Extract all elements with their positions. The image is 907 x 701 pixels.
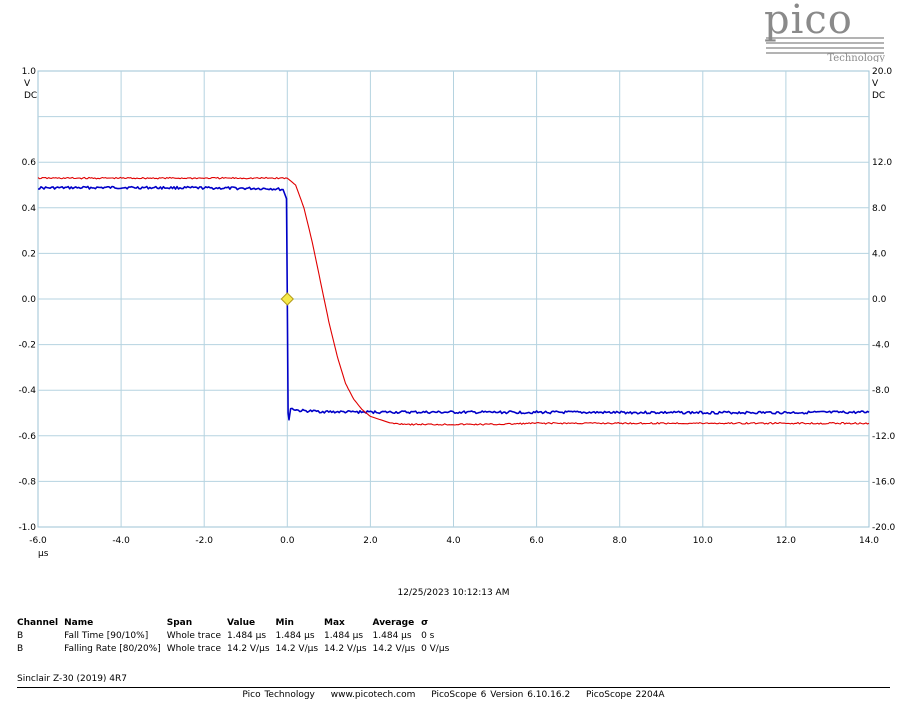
right-axis-tick-label: -20.0: [872, 523, 896, 533]
logo-word: pico: [764, 2, 853, 43]
measurements-cell: Whole trace: [166, 630, 221, 641]
measurements-cell: 14.2 V/µs: [275, 643, 319, 654]
chart-grid: [37, 70, 870, 528]
footer-device: PicoScope 2204A: [586, 690, 665, 700]
measurements-row: B Falling Rate [80/20%] Whole trace 14.2 V/…: [17, 642, 455, 655]
left-axis-tick-label: 0.4: [22, 204, 37, 214]
measurements-header-cell: Value: [227, 617, 256, 628]
logo-stripes-icon: [766, 37, 884, 54]
measurements-row: B Fall Time [90/10%] Whole trace 1.484 µs 1.…: [17, 629, 455, 642]
measurements-header-cell: Average: [372, 617, 415, 628]
left-axis-tick-label: 1.0: [22, 67, 37, 77]
measurements-cell: 0 s: [421, 630, 435, 641]
device-caption: Sinclair Z-30 (2019) 4R7: [17, 674, 128, 684]
measurements-cell: Fall Time [90/10%]: [64, 630, 149, 641]
pico-logo: pico Technology: [764, 2, 885, 62]
right-axis-tick-label: 0.0: [872, 295, 887, 305]
measurements-cell: 1.484 µs: [324, 630, 364, 641]
trace-channel-A: [38, 185, 870, 421]
measurements-header-cell: Min: [275, 617, 294, 628]
left-axis-tick-label: 0.6: [22, 158, 37, 168]
x-axis-tick-label: 8.0: [613, 536, 628, 546]
left-axis-tick-label: -0.4: [18, 386, 36, 396]
measurements-cell: Falling Rate [80/20%]: [64, 643, 161, 654]
footer-divider: [17, 687, 890, 688]
measurements-header-cell: σ: [421, 617, 429, 628]
footer-company: Pico Technology: [242, 690, 315, 700]
measurements-cell: 1.484 µs: [372, 630, 412, 641]
left-axis-tick-label: 0.0: [22, 295, 37, 305]
measurements-header-row: Channel Name Span Value Min Max Average σ: [17, 616, 455, 629]
right-axis-unit-label: DC: [872, 91, 885, 101]
right-axis-tick-label: -16.0: [872, 477, 896, 487]
left-axis-tick-label: -0.8: [18, 477, 36, 487]
x-axis-tick-label: 14.0: [859, 536, 879, 546]
measurements-cell: 0 V/µs: [421, 643, 450, 654]
x-axis-tick-label: -2.0: [195, 536, 213, 546]
measurements-header-cell: Channel: [17, 617, 59, 628]
measurements-cell: 1.484 µs: [275, 630, 315, 641]
right-axis-tick-label: 20.0: [872, 67, 892, 77]
x-axis-unit-label: µs: [38, 549, 49, 559]
measurements-cell: 14.2 V/µs: [324, 643, 367, 654]
chart-traces: [37, 176, 870, 426]
right-axis-tick-label: 8.0: [872, 204, 887, 214]
left-axis-tick-label: -0.2: [18, 341, 36, 351]
x-axis-tick-label: 0.0: [280, 536, 295, 546]
right-axis-tick-label: -4.0: [872, 341, 890, 351]
footer-website: www.picotech.com: [330, 690, 416, 700]
left-axis-unit-label: V: [24, 79, 31, 89]
x-axis-tick-label: 12.0: [776, 536, 796, 546]
x-axis-tick-label: 10.0: [693, 536, 713, 546]
trigger-marker-icon: [280, 292, 295, 306]
left-axis-tick-label: -1.0: [18, 523, 36, 533]
x-axis-tick-label: -4.0: [112, 536, 130, 546]
trace-channel-B: [37, 176, 870, 426]
right-axis-tick-label: -8.0: [872, 386, 890, 396]
right-axis-tick-label: 4.0: [872, 249, 887, 259]
footer-version: PicoScope 6 Version 6.10.16.2: [431, 690, 571, 700]
capture-timestamp: 12/25/2023 10:12:13 AM: [397, 588, 510, 598]
measurements-cell: B: [17, 643, 24, 654]
measurements-table: Channel Name Span Value Min Max Average σ B Fall…: [17, 616, 455, 655]
footer: Pico Technology www.picotech.com PicoSco…: [0, 690, 907, 700]
left-axis-unit-label: DC: [24, 91, 37, 101]
x-axis-tick-label: -6.0: [29, 536, 47, 546]
measurements-cell: 1.484 µs: [227, 630, 267, 641]
x-axis-tick-label: 4.0: [446, 536, 461, 546]
left-axis-tick-label: 0.2: [22, 249, 36, 259]
right-axis-tick-label: -12.0: [872, 432, 896, 442]
measurements-header-cell: Span: [166, 617, 193, 628]
logo-subtitle: Technology: [827, 53, 885, 62]
measurements-header-cell: Max: [324, 617, 345, 628]
chart-axis-labels: 1.0 0.6 0.4 0.2 0.0 -0.2 -0.4 -0.6 -0.8 -1.0 20.0 1…: [18, 67, 895, 559]
measurements-header-cell: Name: [64, 617, 94, 628]
right-axis-unit-label: V: [872, 79, 879, 89]
measurements-cell: 14.2 V/µs: [372, 643, 416, 654]
measurements-cell: B: [17, 630, 24, 641]
x-axis-tick-label: 2.0: [363, 536, 378, 546]
right-axis-tick-label: 12.0: [872, 158, 892, 168]
measurements-cell: Whole trace: [166, 643, 221, 654]
left-axis-tick-label: -0.6: [18, 432, 36, 442]
x-axis-tick-label: 6.0: [529, 536, 544, 546]
measurements-cell: 14.2 V/µs: [227, 643, 270, 654]
oscilloscope-chart: 1.0 0.6 0.4 0.2 0.0 -0.2 -0.4 -0.6 -0.8 -1.0 20.0 1…: [18, 67, 895, 559]
